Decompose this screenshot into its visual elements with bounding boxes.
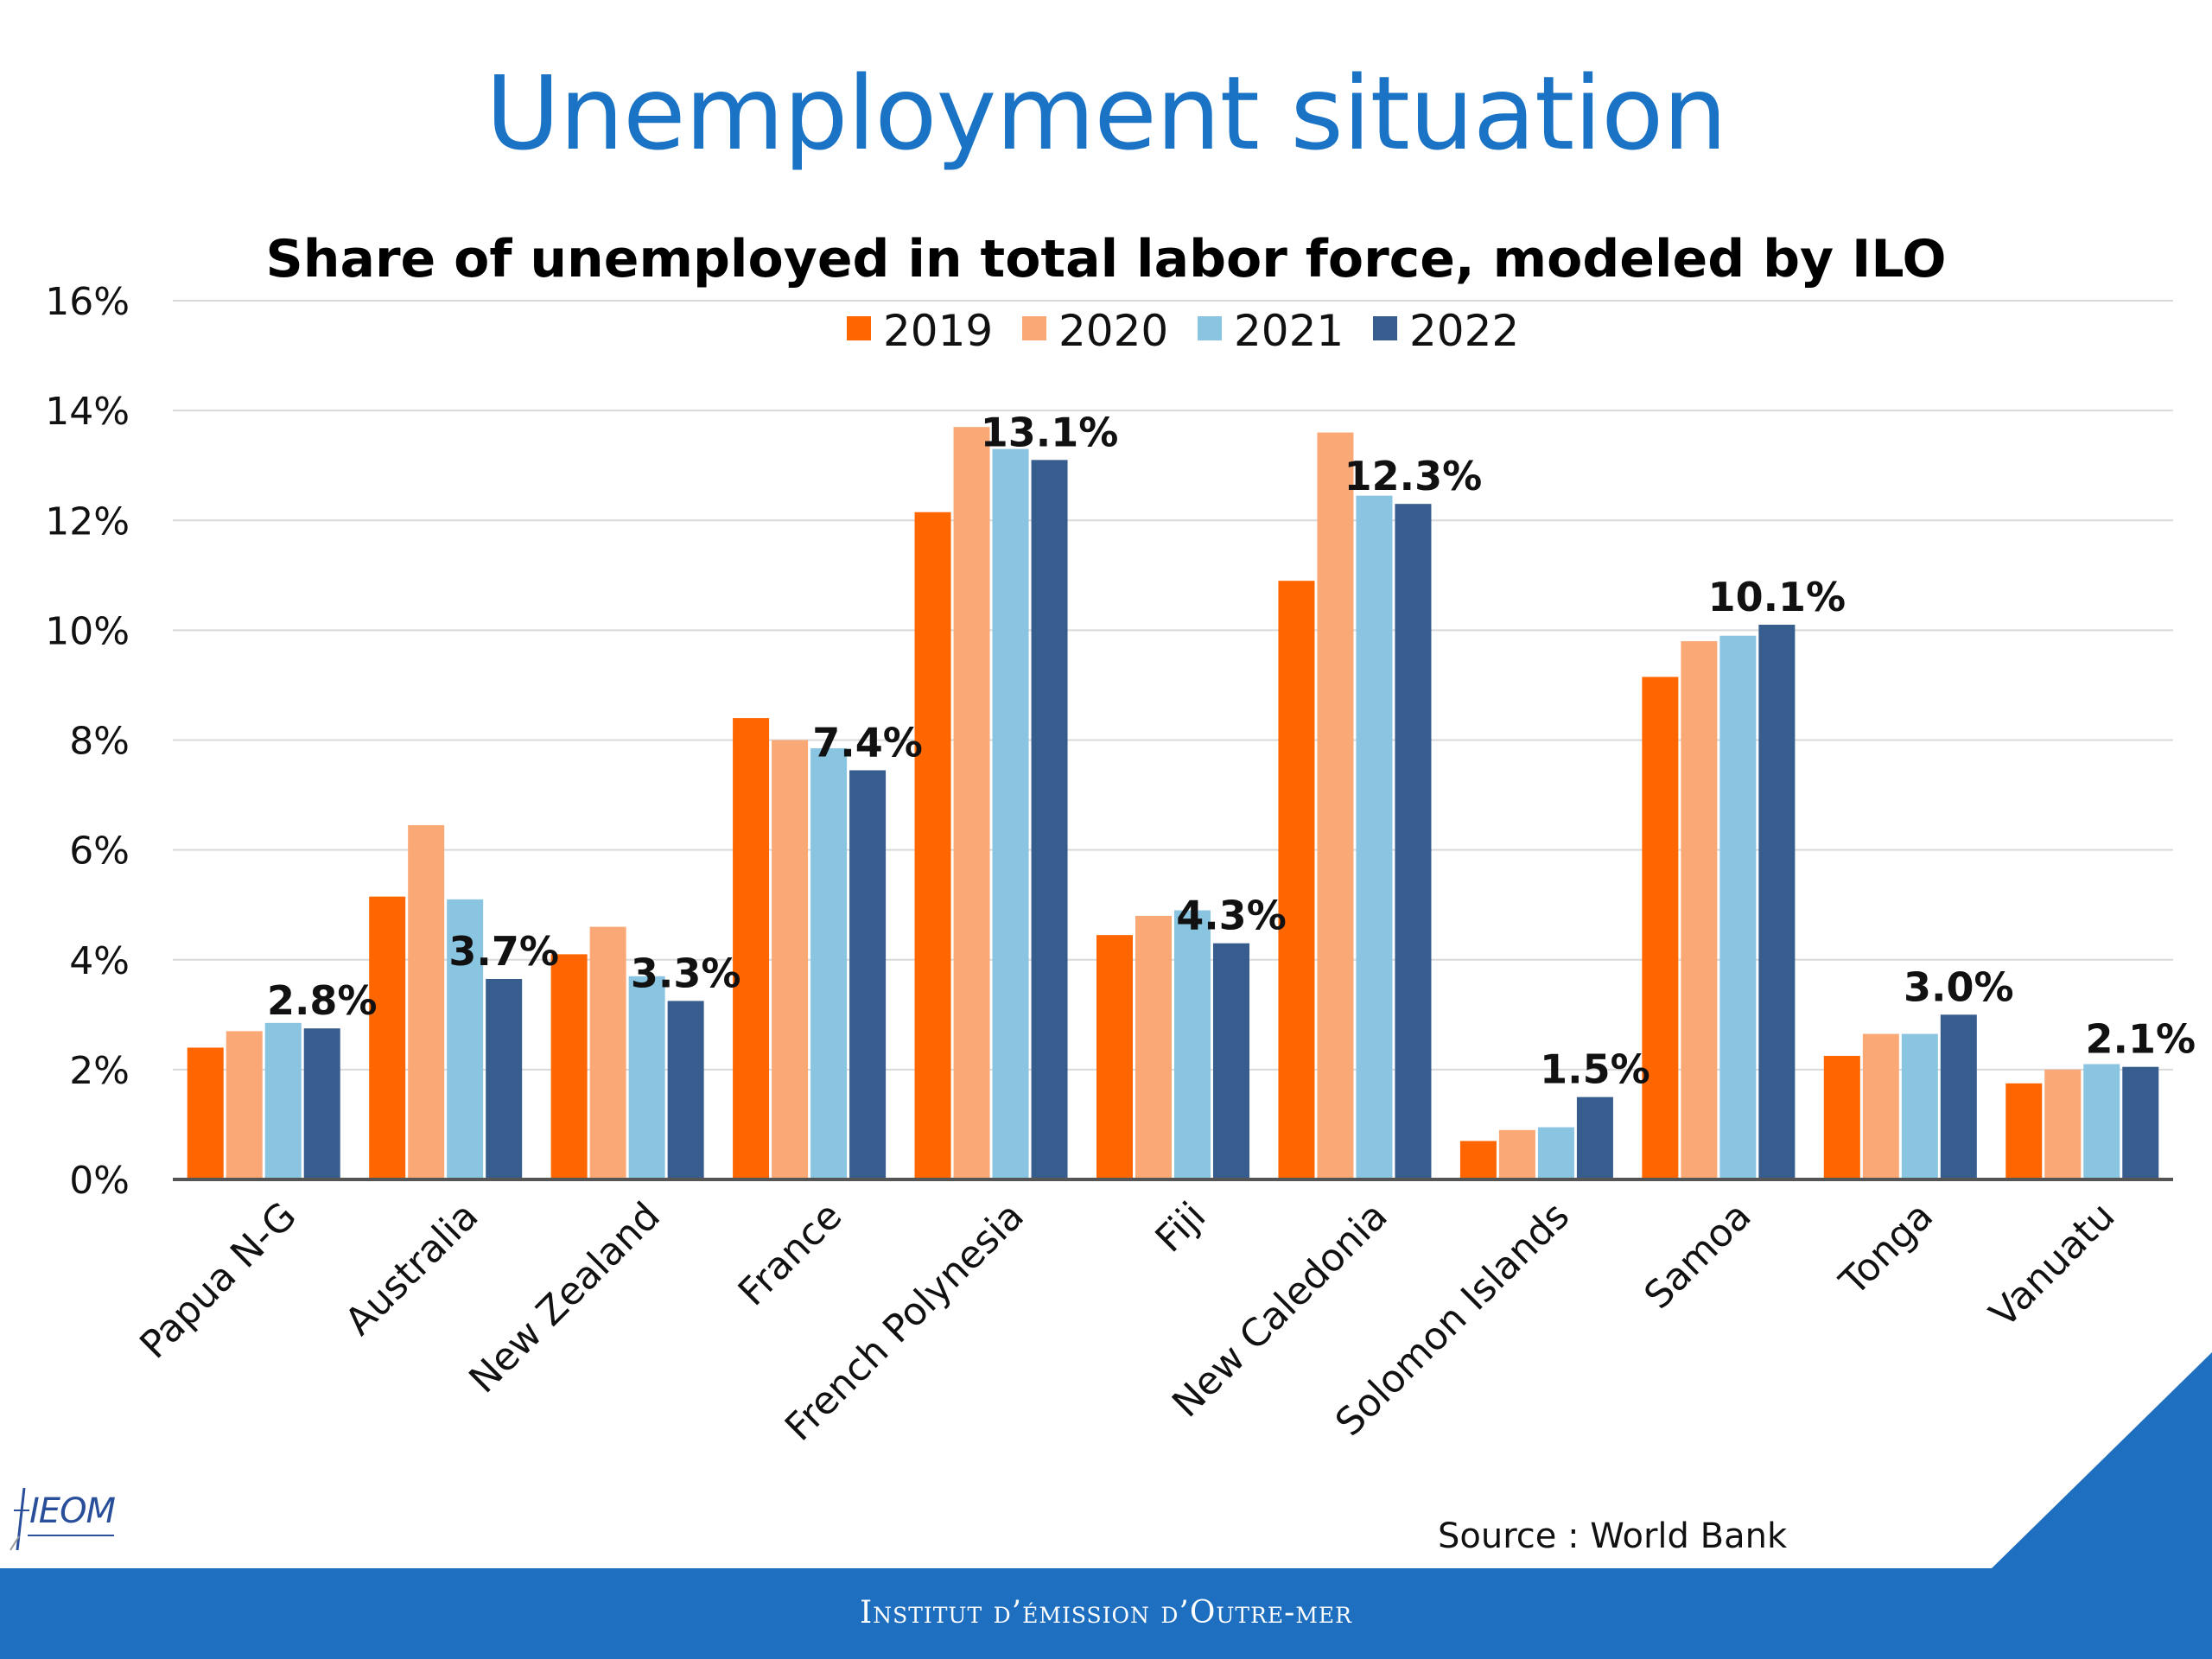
bar-2021 bbox=[447, 899, 484, 1179]
bar-2022 bbox=[1395, 504, 1432, 1179]
data-label: 3.3% bbox=[631, 950, 741, 996]
ieom-logo: IEOM bbox=[7, 1484, 119, 1554]
data-labels: 2.8% 3.7% 3.3% 7.4% 13.1% 4.3% 12.3% 1.5% 10.1% 3… bbox=[267, 409, 2196, 1092]
bar-2019 bbox=[1642, 677, 1679, 1179]
bar-2021 bbox=[264, 1022, 302, 1179]
x-tick-label: Samoa bbox=[1636, 1194, 1759, 1318]
x-tick-label: France bbox=[730, 1194, 851, 1315]
data-label: 3.0% bbox=[1904, 963, 2014, 1010]
legend-label: 2020 bbox=[1058, 306, 1168, 356]
bar-2022 bbox=[667, 1001, 704, 1179]
bar-2020 bbox=[408, 825, 445, 1179]
bar-2021 bbox=[1719, 635, 1757, 1179]
bar-2021 bbox=[628, 976, 665, 1179]
data-label: 2.8% bbox=[267, 977, 378, 1024]
x-tick-label: Australia bbox=[337, 1194, 487, 1344]
bar-2019 bbox=[550, 954, 588, 1179]
data-label: 3.7% bbox=[448, 928, 559, 975]
legend-swatch-2020 bbox=[1022, 316, 1046, 340]
data-label: 7.4% bbox=[812, 719, 923, 766]
bar-2019 bbox=[1278, 581, 1315, 1179]
source-note: Source : World Bank bbox=[1438, 1516, 1788, 1556]
bar-2021 bbox=[1174, 910, 1211, 1179]
bar-2021 bbox=[1537, 1127, 1574, 1179]
bar-2019 bbox=[1459, 1141, 1497, 1179]
logo-mark-icon bbox=[10, 1487, 29, 1551]
logo-text: IEOM bbox=[29, 1491, 116, 1531]
y-tick-label: 4% bbox=[69, 939, 130, 983]
data-label: 13.1% bbox=[981, 409, 1119, 455]
bar-2020 bbox=[1498, 1129, 1535, 1179]
data-label: 12.3% bbox=[1344, 453, 1483, 499]
data-label: 4.3% bbox=[1176, 893, 1287, 939]
bar-2020 bbox=[772, 740, 809, 1179]
bar-2021 bbox=[1356, 495, 1393, 1179]
bar-2019 bbox=[369, 896, 406, 1179]
legend: 2019 2020 2021 2022 bbox=[847, 306, 1519, 356]
legend-swatch-2021 bbox=[1198, 316, 1222, 340]
bar-2021 bbox=[810, 748, 848, 1179]
bar-2020 bbox=[1317, 432, 1354, 1179]
y-tick-label: 8% bbox=[69, 720, 130, 764]
bar-2020 bbox=[1135, 915, 1172, 1179]
slide-title: Unemployment situation bbox=[485, 54, 1727, 173]
bar-2022 bbox=[486, 978, 523, 1179]
bar-2022 bbox=[2122, 1066, 2159, 1179]
bar-2020 bbox=[1862, 1033, 1899, 1179]
x-tick-label: Tonga bbox=[1831, 1194, 1942, 1305]
x-tick-label: Papua N-G bbox=[131, 1194, 305, 1368]
bar-2021 bbox=[1901, 1033, 1938, 1179]
bar-2020 bbox=[1681, 641, 1718, 1179]
legend-label: 2021 bbox=[1234, 306, 1344, 356]
bar-2019 bbox=[2005, 1083, 2043, 1179]
bar-2019 bbox=[914, 512, 951, 1179]
legend-swatch-2019 bbox=[847, 316, 871, 340]
bar-2022 bbox=[1213, 943, 1249, 1179]
chart-title: Share of unemployed in total labor force… bbox=[266, 229, 1947, 289]
y-tick-label: 6% bbox=[69, 830, 130, 874]
y-tick-label: 0% bbox=[69, 1159, 130, 1203]
data-label: 1.5% bbox=[1540, 1046, 1650, 1093]
x-tick-label: Fiji bbox=[1147, 1194, 1215, 1262]
bar-2022 bbox=[1758, 625, 1796, 1179]
bar-2022 bbox=[849, 770, 887, 1179]
y-tick-label: 16% bbox=[45, 280, 130, 324]
bar-2022 bbox=[1031, 460, 1068, 1179]
x-tick-label: New Zealand bbox=[461, 1194, 669, 1402]
bar-2020 bbox=[953, 427, 990, 1180]
bar-2021 bbox=[992, 448, 1029, 1179]
legend-swatch-2022 bbox=[1373, 316, 1397, 340]
bars bbox=[187, 427, 2159, 1180]
y-tick-label: 2% bbox=[69, 1049, 130, 1093]
footer-institution-name: Institut d’émission d’Outre-mer bbox=[859, 1595, 1352, 1630]
y-tick-label: 12% bbox=[45, 499, 130, 543]
legend-label: 2019 bbox=[883, 306, 993, 356]
y-tick-label: 10% bbox=[45, 609, 130, 653]
bar-2022 bbox=[303, 1028, 340, 1179]
bar-2020 bbox=[2044, 1069, 2082, 1179]
x-tick-label: Vanuatu bbox=[1981, 1194, 2123, 1336]
bar-2019 bbox=[733, 718, 770, 1179]
bar-2022 bbox=[1576, 1096, 1613, 1179]
legend-label: 2022 bbox=[1409, 306, 1519, 356]
logo-underline bbox=[28, 1535, 114, 1536]
bar-2019 bbox=[1096, 935, 1133, 1179]
y-tick-label: 14% bbox=[45, 390, 130, 434]
bar-2020 bbox=[589, 926, 626, 1179]
y-axis-tick-labels: 0% 2% 4% 6% 8% 10% 12% 14% 16% bbox=[45, 280, 130, 1203]
bar-2019 bbox=[187, 1047, 224, 1179]
data-label: 10.1% bbox=[1708, 574, 1847, 620]
bar-2019 bbox=[1823, 1055, 1860, 1179]
bar-2021 bbox=[2083, 1064, 2120, 1179]
bar-2022 bbox=[1940, 1014, 1977, 1179]
bar-2020 bbox=[226, 1031, 263, 1179]
footer-bar bbox=[0, 1568, 2212, 1659]
data-label: 2.1% bbox=[2085, 1016, 2196, 1063]
